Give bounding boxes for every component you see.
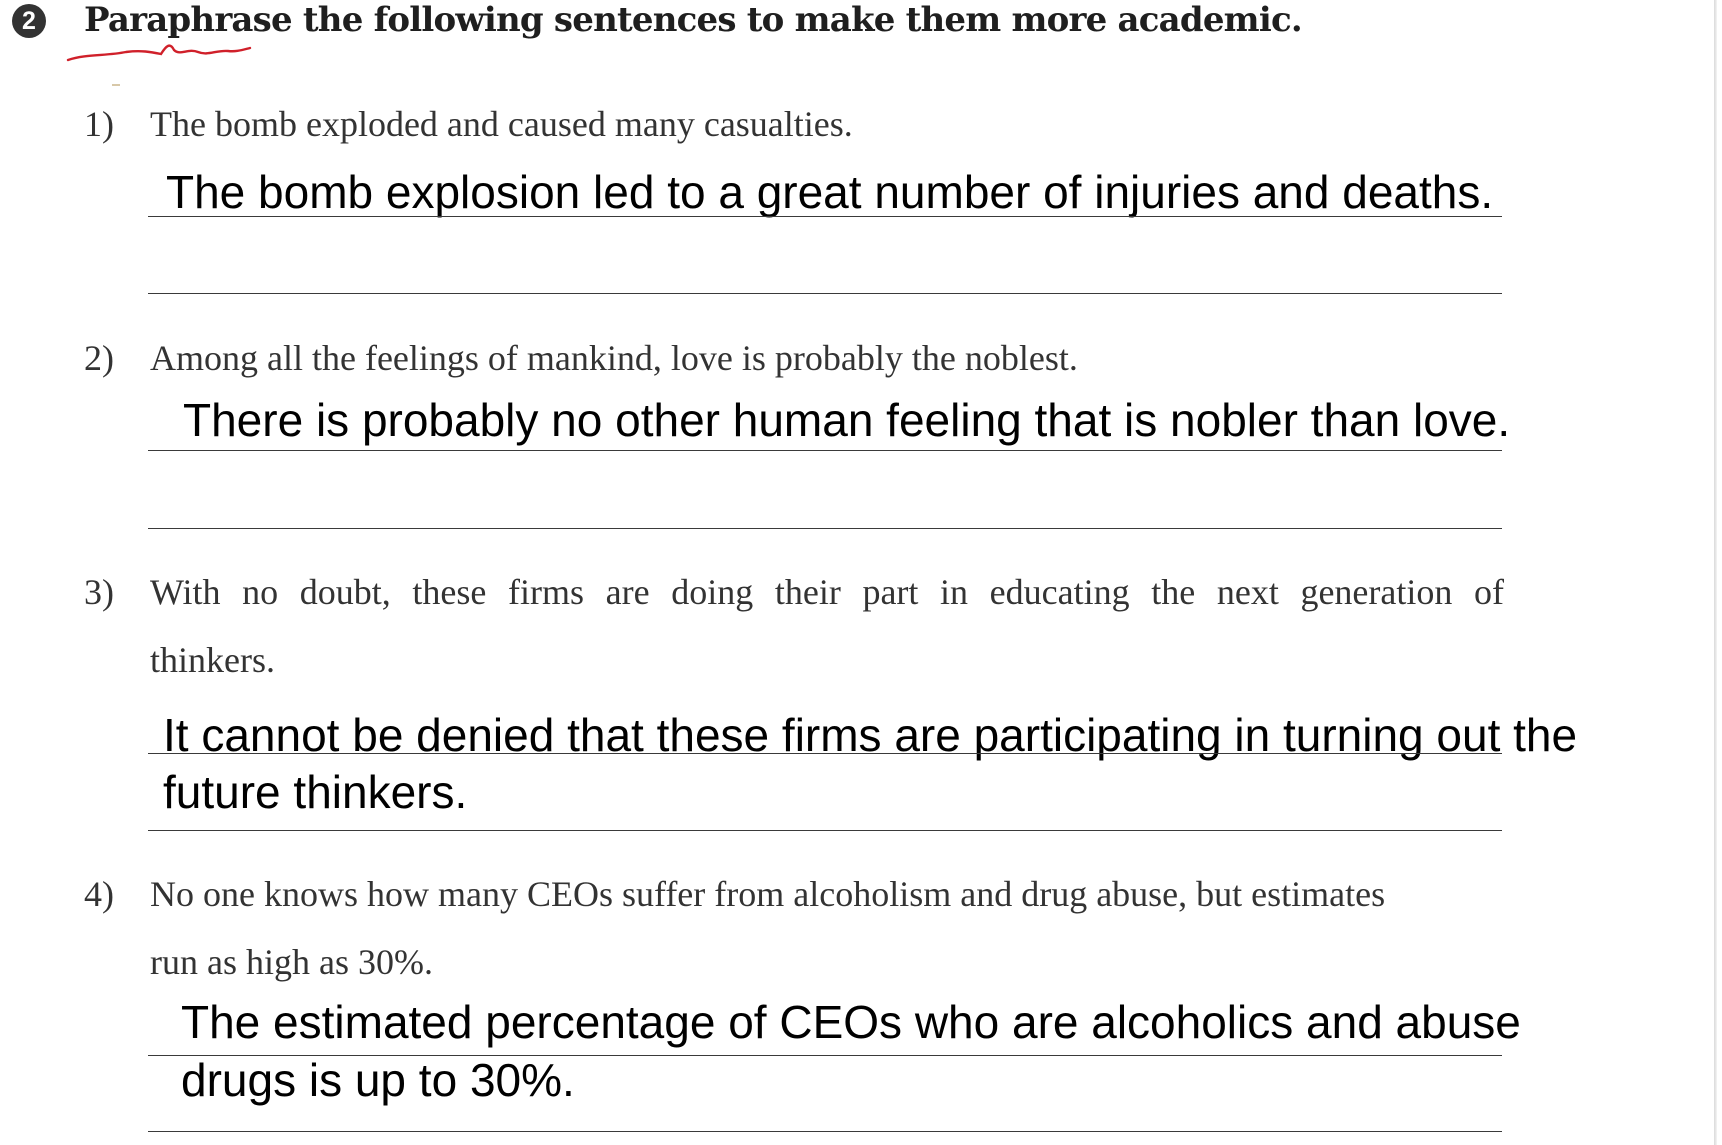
answer-line (148, 753, 1502, 754)
scan-speck (112, 84, 120, 86)
question-1-prompt: The bomb exploded and caused many casual… (150, 104, 853, 144)
question-3-answer-line-2: future thinkers. (163, 766, 468, 818)
answer-line (148, 1055, 1502, 1056)
answer-line (148, 1131, 1502, 1132)
answer-line (148, 216, 1502, 217)
question-1-answer: The bomb explosion led to a great number… (166, 166, 1494, 218)
question-3-prompt-line-1: With no doubt, these firms are doing the… (150, 572, 1504, 612)
handwritten-underline-annotation (66, 44, 252, 62)
answer-line (148, 450, 1502, 451)
page-edge (1714, 0, 1717, 1145)
question-3-prompt-line-2: thinkers. (150, 640, 275, 680)
question-2-number: 2) (84, 338, 114, 378)
exercise-number-badge: 2 (12, 4, 46, 38)
answer-line (148, 293, 1502, 294)
question-2-answer: There is probably no other human feeling… (183, 394, 1511, 446)
question-4-prompt-line-1: No one knows how many CEOs suffer from a… (150, 874, 1386, 914)
question-4-answer-line-2: drugs is up to 30%. (181, 1054, 575, 1106)
question-4-number: 4) (84, 874, 114, 914)
question-3-number: 3) (84, 572, 114, 612)
answer-line (148, 528, 1502, 529)
question-4-prompt-line-2: run as high as 30%. (150, 942, 433, 982)
answer-line (148, 830, 1502, 831)
question-1-number: 1) (84, 104, 114, 144)
question-4-answer-line-1: The estimated percentage of CEOs who are… (181, 996, 1521, 1048)
question-2-prompt: Among all the feelings of mankind, love … (150, 338, 1078, 378)
exercise-instruction: Paraphrase the following sentences to ma… (84, 0, 1303, 40)
question-3-answer-line-1: It cannot be denied that these firms are… (163, 709, 1578, 761)
